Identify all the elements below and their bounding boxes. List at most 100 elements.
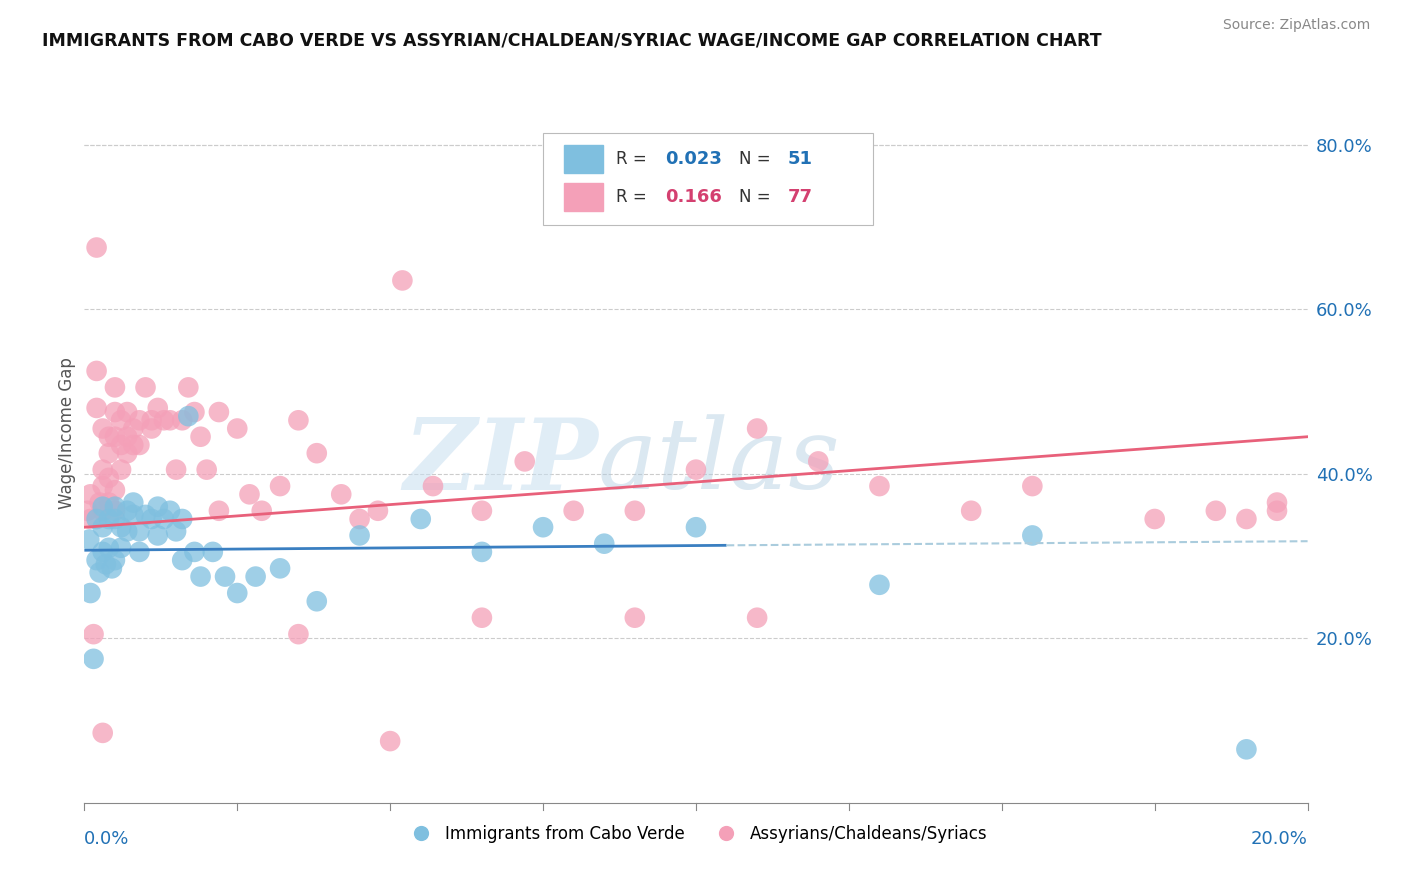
Point: [238, 487, 260, 501]
Point: [83, 652, 105, 666]
Point: [807, 454, 830, 468]
Point: [110, 413, 132, 427]
Point: [165, 462, 187, 476]
Text: 0.166: 0.166: [665, 188, 723, 206]
Point: [869, 578, 891, 592]
Point: [531, 520, 554, 534]
Text: 20.0%: 20.0%: [1251, 830, 1308, 847]
Point: [104, 430, 127, 444]
Point: [86, 512, 108, 526]
Point: [135, 508, 157, 522]
Point: [104, 483, 127, 498]
FancyBboxPatch shape: [543, 133, 873, 226]
Point: [305, 594, 328, 608]
Point: [110, 520, 132, 534]
Point: [422, 479, 444, 493]
Point: [287, 413, 309, 427]
Point: [869, 479, 891, 493]
Text: 51: 51: [787, 150, 813, 168]
Point: [122, 508, 145, 522]
Point: [471, 545, 494, 559]
Point: [349, 528, 371, 542]
Point: [110, 438, 132, 452]
Point: [172, 512, 194, 526]
Point: [146, 401, 169, 415]
Text: Source: ZipAtlas.com: Source: ZipAtlas.com: [1223, 18, 1371, 31]
Point: [330, 487, 353, 501]
Point: [1265, 495, 1288, 509]
Point: [146, 500, 169, 514]
Point: [177, 409, 200, 424]
Point: [562, 504, 585, 518]
Point: [104, 405, 127, 419]
Point: [97, 446, 120, 460]
Point: [141, 421, 163, 435]
Point: [183, 545, 205, 559]
Point: [77, 533, 100, 547]
Point: [122, 438, 145, 452]
Point: [349, 512, 371, 526]
Point: [141, 413, 163, 427]
Point: [110, 462, 132, 476]
Point: [245, 569, 267, 583]
Point: [183, 405, 205, 419]
Text: IMMIGRANTS FROM CABO VERDE VS ASSYRIAN/CHALDEAN/SYRIAC WAGE/INCOME GAP CORRELATI: IMMIGRANTS FROM CABO VERDE VS ASSYRIAN/C…: [42, 31, 1102, 49]
Point: [97, 471, 120, 485]
Text: 0.0%: 0.0%: [84, 830, 129, 847]
Point: [97, 495, 120, 509]
Point: [1236, 512, 1258, 526]
Point: [104, 500, 127, 514]
Point: [747, 610, 769, 624]
Point: [115, 446, 138, 460]
Point: [159, 413, 181, 427]
Point: [89, 495, 111, 509]
Point: [226, 421, 249, 435]
Point: [471, 504, 494, 518]
Point: [128, 545, 150, 559]
Point: [1021, 479, 1043, 493]
Point: [135, 380, 157, 394]
Point: [367, 504, 389, 518]
Point: [287, 627, 309, 641]
Point: [172, 553, 194, 567]
Point: [128, 524, 150, 539]
Point: [250, 504, 273, 518]
Point: [201, 545, 224, 559]
Text: N =: N =: [738, 188, 776, 206]
Point: [1236, 742, 1258, 756]
Point: [91, 479, 114, 493]
Point: [685, 520, 707, 534]
Point: [97, 430, 120, 444]
Point: [128, 438, 150, 452]
Text: 77: 77: [787, 188, 813, 206]
Point: [91, 726, 114, 740]
Point: [513, 454, 536, 468]
Text: ZIP: ZIP: [404, 414, 598, 510]
Point: [83, 627, 105, 641]
Point: [177, 380, 200, 394]
Point: [110, 541, 132, 555]
Bar: [564, 145, 603, 173]
Point: [115, 504, 138, 518]
Point: [79, 512, 101, 526]
Point: [86, 553, 108, 567]
Point: [190, 430, 212, 444]
Point: [153, 512, 176, 526]
Point: [1205, 504, 1227, 518]
Point: [305, 446, 328, 460]
Point: [153, 413, 176, 427]
Point: [122, 495, 145, 509]
Point: [115, 405, 138, 419]
Point: [101, 561, 124, 575]
Point: [141, 512, 163, 526]
Point: [97, 512, 120, 526]
Text: R =: R =: [616, 188, 652, 206]
Point: [195, 462, 218, 476]
Point: [747, 421, 769, 435]
Point: [104, 380, 127, 394]
Point: [94, 558, 117, 572]
Point: [146, 528, 169, 542]
Point: [86, 240, 108, 255]
Point: [190, 569, 212, 583]
Bar: [564, 183, 603, 211]
